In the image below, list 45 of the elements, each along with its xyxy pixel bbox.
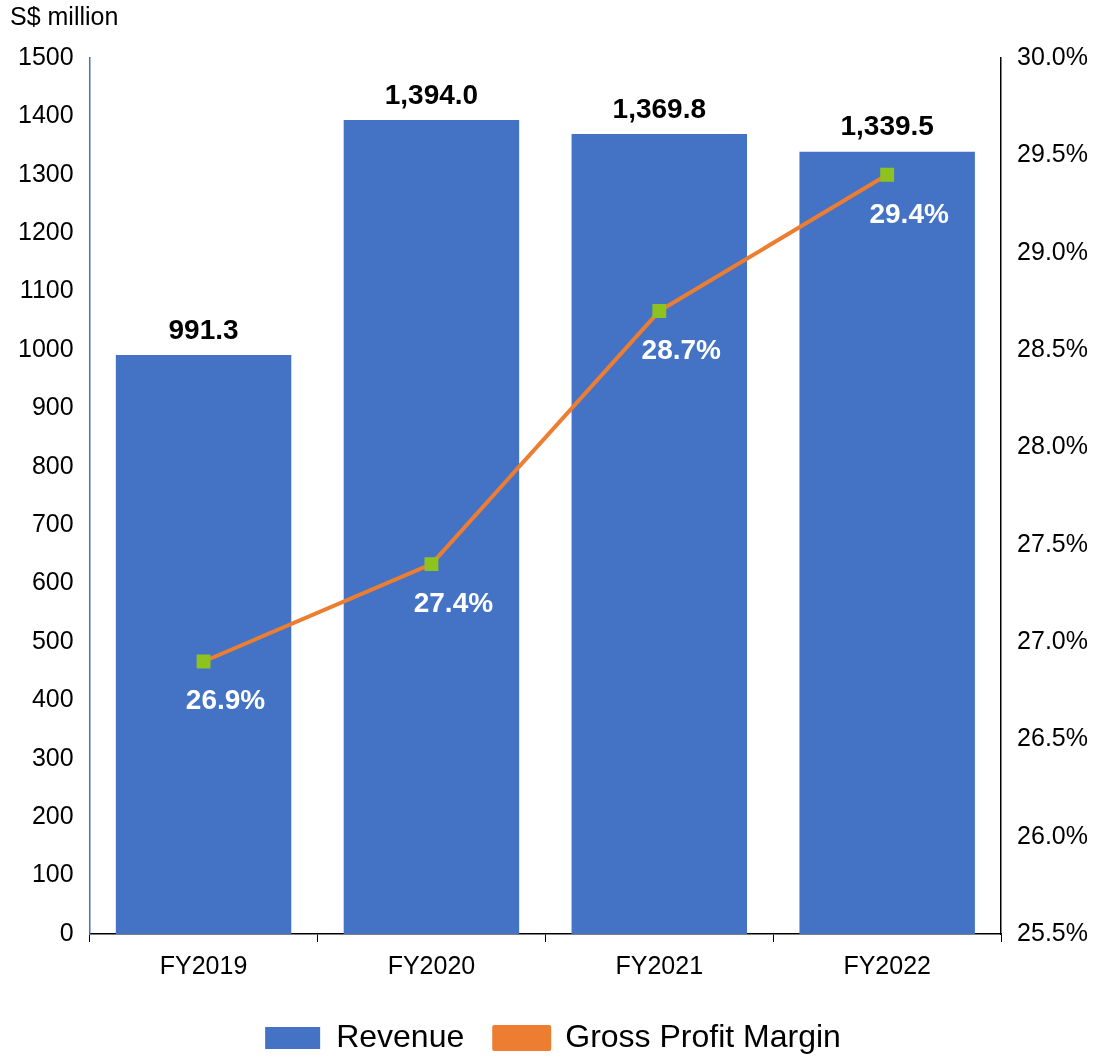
y-tick-label: 1000 (17, 333, 74, 362)
data-label: 27.4% (413, 586, 494, 618)
data-label: 1,339.5 (840, 110, 934, 142)
y2-tick-label: 27.0% (1017, 625, 1088, 654)
y-tick-label: 1300 (17, 158, 74, 187)
data-label: 29.4% (869, 197, 949, 229)
y2-tick-label: 28.0% (1017, 431, 1088, 460)
y2-tick-label: 26.5% (1017, 723, 1088, 752)
y-tick-label: 700 (31, 509, 74, 538)
y-tick-label: 1500 (17, 41, 74, 70)
x-tick-label: FY2021 (615, 950, 704, 979)
bar (799, 151, 975, 934)
y2-tick-label: 27.5% (1017, 528, 1088, 557)
y-tick-label: 0 (59, 917, 74, 946)
y-tick-label: 500 (31, 625, 74, 654)
y-tick-label: 1100 (19, 275, 74, 304)
x-tick-label: FY2019 (159, 950, 248, 979)
legend-label: Revenue (336, 1017, 465, 1054)
y-tick-label: 800 (31, 450, 74, 479)
bar (571, 134, 748, 934)
y-tick-label: 1200 (17, 217, 74, 246)
y-tick-label: 400 (31, 684, 74, 713)
y2-tick-label: 26.0% (1017, 820, 1088, 849)
y2-tick-label: 29.5% (1017, 139, 1088, 168)
y-tick-label: 1400 (17, 100, 74, 129)
x-tick-label: FY2022 (843, 950, 931, 979)
y-tick-label: 600 (31, 567, 74, 596)
y2-tick-label: 29.0% (1017, 236, 1088, 265)
legend-label: Gross Profit Margin (565, 1017, 841, 1054)
y2-tick-label: 30.0% (1017, 41, 1088, 70)
data-label: 1,369.8 (612, 92, 707, 124)
y-tick-label: 300 (31, 742, 74, 771)
data-label: 991.3 (168, 313, 239, 345)
y-tick-label: 900 (31, 392, 74, 421)
bar (343, 119, 520, 934)
y-axis-title: S$ million (10, 2, 119, 31)
data-label: 26.9% (185, 684, 266, 716)
bar (115, 355, 292, 934)
data-label: 1,394.0 (384, 78, 479, 110)
y-tick-label: 100 (31, 859, 74, 888)
x-tick-label: FY2020 (387, 950, 476, 979)
y2-tick-label: 25.5% (1017, 917, 1088, 946)
data-label: 28.7% (641, 333, 722, 365)
y2-tick-label: 28.5% (1017, 333, 1088, 362)
y-tick-label: 200 (31, 801, 74, 830)
